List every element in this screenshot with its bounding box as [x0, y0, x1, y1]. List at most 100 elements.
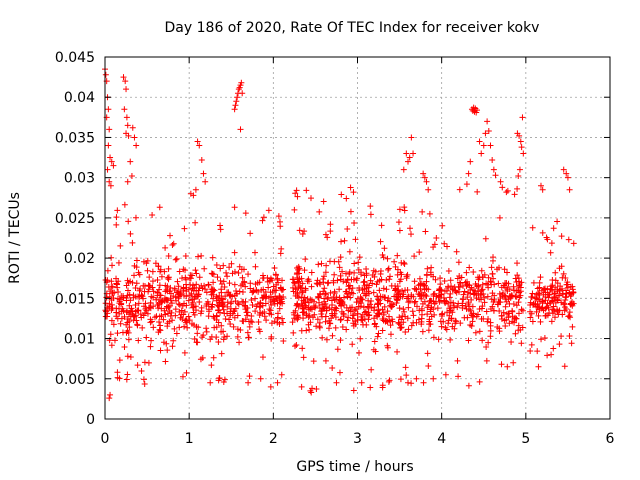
data-point — [171, 325, 178, 332]
data-point — [110, 162, 117, 169]
data-point — [150, 324, 157, 331]
data-point — [567, 283, 574, 290]
data-point — [334, 277, 341, 284]
data-point — [226, 280, 233, 287]
y-tick-label: 0.025 — [55, 211, 95, 227]
data-point — [324, 234, 331, 241]
data-point — [412, 286, 419, 293]
data-point — [516, 278, 523, 285]
data-point — [368, 304, 375, 311]
data-point — [455, 373, 462, 380]
data-point — [554, 306, 561, 313]
data-point — [430, 244, 437, 251]
data-point — [331, 271, 338, 278]
data-point — [322, 269, 329, 276]
data-point — [277, 250, 284, 257]
data-point — [517, 138, 524, 145]
data-point — [351, 307, 358, 314]
data-point — [220, 336, 227, 343]
data-point — [245, 271, 252, 278]
data-point — [401, 308, 408, 315]
data-point — [383, 318, 390, 325]
data-point — [144, 267, 151, 274]
data-point — [562, 287, 569, 294]
y-axis-label: ROTI / TECUs — [7, 192, 23, 284]
data-point — [552, 294, 559, 301]
data-point — [231, 281, 238, 288]
data-point — [213, 261, 220, 268]
data-point — [110, 295, 117, 302]
data-point — [418, 318, 425, 325]
data-point — [194, 339, 201, 346]
data-point — [415, 282, 422, 289]
data-point — [355, 259, 362, 266]
data-point — [387, 322, 394, 329]
data-point — [139, 293, 146, 300]
data-point — [361, 290, 368, 297]
data-point — [255, 319, 262, 326]
data-point — [205, 281, 212, 288]
data-point — [234, 94, 241, 101]
data-point — [292, 286, 299, 293]
data-point — [218, 350, 225, 357]
data-point — [210, 313, 217, 320]
data-point — [464, 281, 471, 288]
data-point — [137, 311, 144, 318]
data-point — [124, 353, 131, 360]
data-point — [452, 288, 459, 295]
data-point — [208, 288, 215, 295]
data-point — [126, 324, 133, 331]
data-point — [308, 269, 315, 276]
data-point — [168, 300, 175, 307]
data-point — [113, 214, 120, 221]
data-point — [442, 371, 449, 378]
data-point — [536, 296, 543, 303]
data-point — [154, 289, 161, 296]
data-point — [140, 258, 147, 265]
data-point — [430, 306, 437, 313]
data-point — [356, 284, 363, 291]
data-point — [384, 344, 391, 351]
data-point — [413, 375, 420, 382]
data-point — [501, 266, 508, 273]
data-point — [552, 269, 559, 276]
data-point — [324, 280, 331, 287]
data-point — [374, 333, 381, 340]
data-point — [289, 319, 296, 326]
data-point — [425, 302, 432, 309]
data-point — [400, 166, 407, 173]
data-point — [474, 311, 481, 318]
data-point — [489, 303, 496, 310]
data-point — [478, 150, 485, 157]
data-point — [192, 293, 199, 300]
data-point — [379, 316, 386, 323]
data-point — [254, 279, 261, 286]
data-point — [108, 158, 115, 165]
data-point — [164, 310, 171, 317]
data-point — [320, 288, 327, 295]
data-point — [420, 291, 427, 298]
data-point — [175, 289, 182, 296]
data-point — [341, 301, 348, 308]
data-point — [309, 385, 316, 392]
data-point — [340, 313, 347, 320]
data-point — [400, 259, 407, 266]
data-point — [115, 259, 122, 266]
data-point — [384, 318, 391, 325]
data-point — [126, 291, 133, 298]
data-point — [198, 252, 205, 259]
data-point — [533, 295, 540, 302]
data-point — [199, 334, 206, 341]
data-point — [368, 298, 375, 305]
data-point — [268, 335, 275, 342]
data-point — [124, 371, 131, 378]
data-point — [519, 307, 526, 314]
data-point — [235, 301, 242, 308]
data-point — [516, 294, 523, 301]
data-point — [256, 326, 263, 333]
data-point — [461, 288, 468, 295]
data-point — [515, 310, 522, 317]
data-point — [504, 269, 511, 276]
data-point — [457, 320, 464, 327]
data-point — [226, 316, 233, 323]
